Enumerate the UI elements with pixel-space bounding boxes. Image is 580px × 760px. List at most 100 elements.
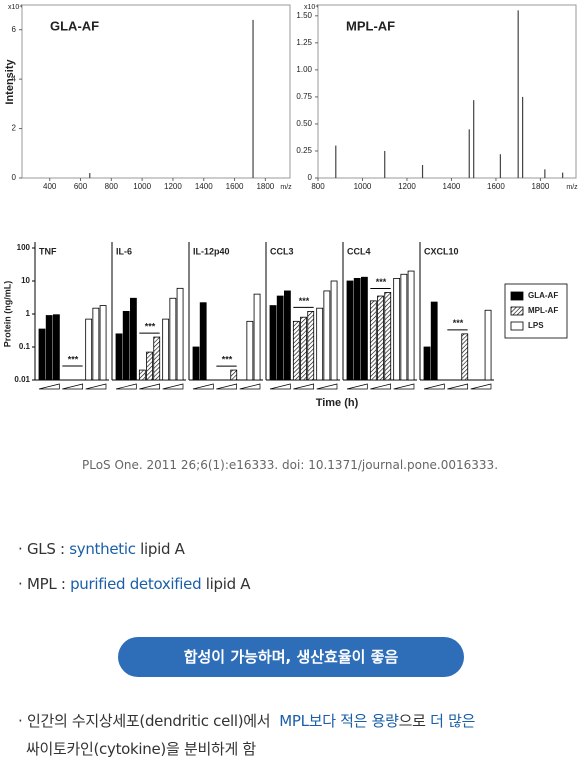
time-wedge (447, 383, 469, 390)
text-line: · GLS : synthetic lipid A (18, 540, 185, 558)
x-tick-label: 800 (105, 182, 119, 191)
text-part: lipid A (201, 575, 251, 593)
legend-label: MPL-AF (528, 306, 558, 315)
significance: *** (299, 296, 310, 306)
bar (292, 320, 300, 381)
significance: *** (222, 354, 233, 364)
bullet-dot: · (18, 712, 27, 730)
legend-swatch (510, 291, 524, 301)
bar (461, 333, 469, 381)
time-wedge (192, 383, 214, 390)
bar (430, 301, 438, 381)
y-tick-label: 1.25 (296, 38, 312, 47)
y-scale-label: x10⁴ (304, 4, 318, 11)
bar (45, 315, 53, 381)
significance: *** (453, 318, 464, 328)
bar (346, 280, 354, 381)
x-tick-label: 1200 (398, 182, 416, 191)
y-tick-label: 0.75 (296, 92, 312, 101)
bar (169, 297, 177, 381)
bar (38, 328, 46, 381)
text-line: 싸이토카인(cytokine)을 분비하게 함 (26, 738, 256, 759)
text-part: 으로 (398, 712, 431, 730)
bar (192, 346, 200, 381)
time-wedge (316, 383, 338, 390)
y-scale-label: x10⁴ (8, 4, 22, 11)
bar (407, 270, 415, 381)
time-wedge (346, 383, 368, 390)
legend-swatch (510, 306, 524, 316)
y-tick-label: 2 (12, 124, 17, 133)
text-part: lipid A (135, 540, 185, 558)
plot-frame (317, 4, 577, 179)
x-axis-label: Time (h) (316, 397, 359, 409)
time-wedge (293, 383, 315, 390)
highlight-button: 합성이 가능하며, 생산효율이 좋음 (118, 637, 464, 677)
bar (53, 314, 60, 381)
bar (129, 297, 137, 381)
bar (353, 277, 361, 381)
panel-title: CCL4 (347, 246, 371, 256)
bar (199, 302, 207, 381)
significance: *** (68, 354, 79, 364)
x-tick-label: 800 (311, 182, 325, 191)
bar (484, 309, 492, 381)
time-wedge (239, 383, 261, 390)
y-tick-label: 0.25 (296, 146, 312, 155)
bar (246, 320, 254, 381)
x-axis-label: m/z (566, 184, 578, 191)
panel-title: CCL3 (270, 246, 294, 256)
plot-frame (21, 4, 291, 179)
time-wedge (115, 383, 137, 390)
x-tick-label: 1000 (133, 182, 151, 191)
bar (323, 290, 331, 381)
y-axis-label: Protein (ng/mL) (2, 281, 12, 348)
bar (115, 333, 123, 381)
y-tick-label: 0.1 (19, 342, 31, 351)
time-wedge (269, 383, 291, 390)
text-part: GLS : (26, 540, 70, 558)
x-tick-label: 1800 (256, 182, 274, 191)
bar (330, 280, 338, 381)
x-tick-label: 1000 (354, 182, 372, 191)
y-tick-label: 1 (26, 309, 31, 318)
bar (162, 318, 170, 381)
text-part: MPL보다 적은 용량 (279, 712, 399, 730)
bar (92, 307, 100, 381)
significance: *** (145, 321, 156, 331)
time-wedge (38, 383, 60, 390)
citation: PLoS One. 2011 26;6(1):e16333. doi: 10.1… (81, 458, 499, 472)
time-wedge (470, 383, 492, 390)
bullet-dot: · (18, 540, 27, 558)
bullet-dot: · (18, 575, 27, 593)
y-tick-label: 1.50 (296, 11, 312, 20)
x-axis-label: m/z (280, 184, 292, 191)
bar (300, 316, 307, 381)
time-wedge (216, 383, 238, 390)
x-tick-label: 1400 (195, 182, 213, 191)
time-wedge (139, 383, 161, 390)
text-part: 더 많은 (430, 712, 476, 730)
y-tick-label: 0.50 (296, 119, 312, 128)
bar (269, 305, 277, 381)
time-wedge (85, 383, 107, 390)
panel-title: IL-12p40 (193, 246, 230, 256)
bar (85, 318, 93, 381)
y-tick-label: 0 (308, 173, 313, 182)
bar (146, 351, 153, 381)
text-part: 인간의 수지상세포(dendritic cell)에서 (26, 712, 280, 730)
bar (283, 290, 291, 381)
bar (153, 336, 161, 381)
y-tick-label: 0.01 (14, 375, 30, 384)
text-line: · 인간의 수지상세포(dendritic cell)에서 MPL보다 적은 용… (18, 710, 475, 731)
bar (423, 346, 431, 381)
x-tick-label: 1600 (226, 182, 244, 191)
bar (176, 287, 184, 381)
time-wedge (62, 383, 84, 390)
significance: *** (376, 277, 387, 287)
bar (276, 295, 284, 381)
text-line: · MPL : purified detoxified lipid A (18, 575, 251, 593)
time-wedge (393, 383, 415, 390)
